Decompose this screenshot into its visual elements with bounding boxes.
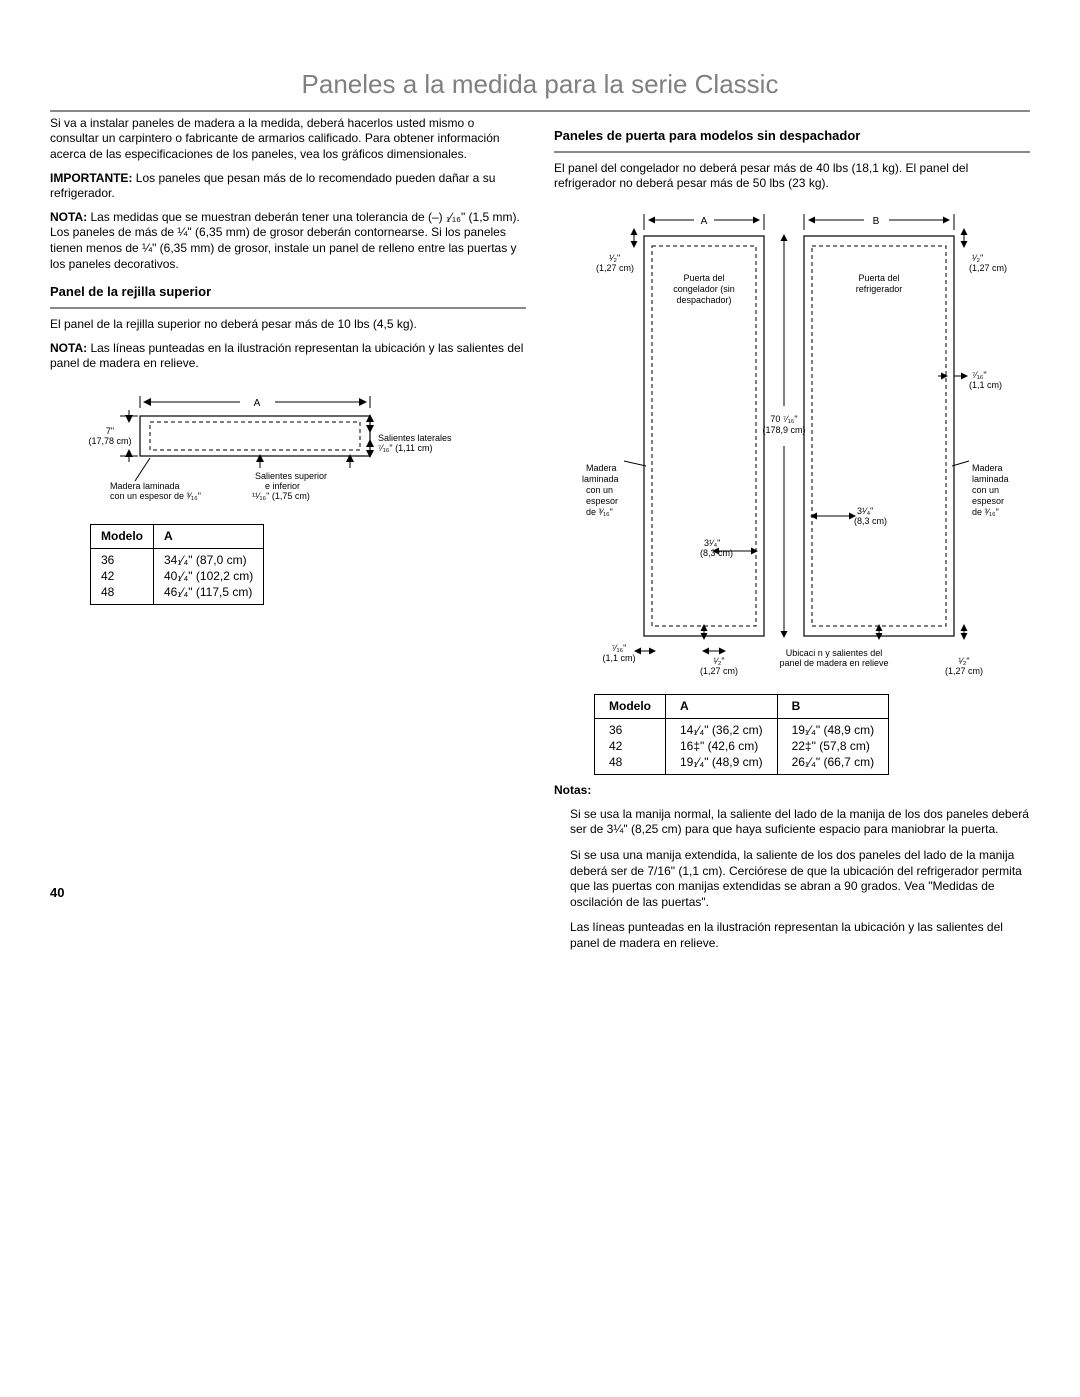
table-cell: 34₁⁄₄" (87,0 cm)40₁⁄₄" (102,2 cm)46₁⁄₄" … bbox=[154, 549, 264, 605]
th-modelo: Modelo bbox=[91, 524, 154, 549]
table-rejilla: Modelo A 364248 34₁⁄₄" (87,0 cm)40₁⁄₄" (… bbox=[90, 524, 264, 605]
svg-text:(8,3 cm): (8,3 cm) bbox=[700, 548, 733, 558]
nota-text-2: Las líneas punteadas en la ilustración r… bbox=[50, 341, 523, 371]
svg-text:espesor: espesor bbox=[972, 496, 1004, 506]
door-weight: El panel del congelador no deberá pesar … bbox=[554, 161, 1030, 192]
svg-text:(17,78 cm): (17,78 cm) bbox=[88, 436, 131, 446]
rule bbox=[50, 110, 1030, 112]
heading-rejilla: Panel de la rejilla superior bbox=[50, 284, 526, 301]
svg-text:⁷⁄₁₆": ⁷⁄₁₆" bbox=[972, 370, 987, 380]
svg-text:Puerta del: Puerta del bbox=[683, 273, 724, 283]
note-3: Las líneas punteadas en la ilustración r… bbox=[554, 920, 1030, 951]
svg-text:Madera laminada: Madera laminada bbox=[110, 481, 180, 491]
note-1: Si se usa la manija normal, la saliente … bbox=[554, 807, 1030, 838]
th-a: A bbox=[666, 694, 778, 719]
rule bbox=[554, 151, 1030, 153]
table-cell: 14₁⁄₄" (36,2 cm)16‡" (42,6 cm)19₁⁄₄" (48… bbox=[666, 719, 778, 775]
diagram-doors: A B ¹⁄₂" (1,27 cm) bbox=[554, 206, 1030, 686]
svg-text:¹⁄₂": ¹⁄₂" bbox=[958, 656, 969, 666]
notas-heading: Notas: bbox=[554, 783, 591, 797]
nota-text-1: Las medidas que se muestran deberán tene… bbox=[50, 210, 520, 271]
svg-text:refrigerador: refrigerador bbox=[856, 284, 903, 294]
page-number: 40 bbox=[50, 885, 526, 902]
th-modelo: Modelo bbox=[595, 694, 666, 719]
nota-label-2: NOTA: bbox=[50, 341, 87, 355]
svg-text:con un: con un bbox=[972, 485, 999, 495]
notes-list: Si se usa la manija normal, la saliente … bbox=[554, 807, 1030, 952]
page-title: Paneles a la medida para la serie Classi… bbox=[50, 68, 1030, 102]
svg-text:(1,1 cm): (1,1 cm) bbox=[969, 380, 1002, 390]
svg-text:¹⁄₂": ¹⁄₂" bbox=[609, 253, 620, 263]
svg-text:¹¹⁄₁₆" (1,75 cm): ¹¹⁄₁₆" (1,75 cm) bbox=[252, 491, 310, 501]
diagram-rejilla: A 7" (17,78 cm) Salientes laterales ⁷⁄₁₆… bbox=[50, 386, 526, 516]
nota-para: NOTA: Las medidas que se muestran deberá… bbox=[50, 210, 526, 272]
left-column: Si va a instalar paneles de madera a la … bbox=[50, 116, 526, 962]
svg-text:de ³⁄₁₆": de ³⁄₁₆" bbox=[972, 507, 999, 517]
nota-label-1: NOTA: bbox=[50, 210, 87, 224]
svg-text:A: A bbox=[701, 216, 708, 227]
svg-text:(1,27 cm): (1,27 cm) bbox=[596, 263, 634, 273]
svg-text:con un espesor de ³⁄₁₆": con un espesor de ³⁄₁₆" bbox=[110, 491, 201, 501]
rule bbox=[50, 307, 526, 309]
svg-text:⁷⁄₁₆" (1,11 cm): ⁷⁄₁₆" (1,11 cm) bbox=[378, 443, 432, 453]
svg-text:¹⁄₂": ¹⁄₂" bbox=[972, 253, 983, 263]
table-doors: Modelo A B 364248 14₁⁄₄" (36,2 cm)16‡" (… bbox=[594, 694, 889, 775]
svg-text:laminada: laminada bbox=[972, 474, 1009, 484]
svg-text:Salientes superior: Salientes superior bbox=[255, 471, 327, 481]
svg-text:e inferior: e inferior bbox=[265, 481, 300, 491]
svg-text:despachador): despachador) bbox=[676, 295, 731, 305]
svg-text:(1,1 cm): (1,1 cm) bbox=[602, 653, 635, 663]
svg-text:(8,3 cm): (8,3 cm) bbox=[854, 516, 887, 526]
svg-text:(1,27 cm): (1,27 cm) bbox=[945, 666, 983, 676]
svg-text:¹⁄₂": ¹⁄₂" bbox=[713, 656, 724, 666]
svg-text:laminada: laminada bbox=[582, 474, 619, 484]
table-cell: 364248 bbox=[595, 719, 666, 775]
svg-text:panel de madera en relieve: panel de madera en relieve bbox=[779, 658, 888, 668]
svg-text:Madera: Madera bbox=[972, 463, 1003, 473]
table-cell: 364248 bbox=[91, 549, 154, 605]
important-para: IMPORTANTE: Los paneles que pesan más de… bbox=[50, 171, 526, 202]
svg-text:Madera: Madera bbox=[586, 463, 617, 473]
svg-text:(1,27 cm): (1,27 cm) bbox=[700, 666, 738, 676]
dim-A: A bbox=[254, 398, 261, 409]
svg-text:Puerta del: Puerta del bbox=[858, 273, 899, 283]
note-2: Si se usa una manija extendida, la salie… bbox=[554, 848, 1030, 910]
th-a: A bbox=[154, 524, 264, 549]
svg-text:(178,9 cm): (178,9 cm) bbox=[762, 425, 805, 435]
intro-para: Si va a instalar paneles de madera a la … bbox=[50, 116, 526, 163]
heading-door: Paneles de puerta para modelos sin despa… bbox=[554, 128, 1030, 145]
two-column-layout: Si va a instalar paneles de madera a la … bbox=[50, 116, 1030, 962]
rejilla-weight: El panel de la rejilla superior no deber… bbox=[50, 317, 526, 333]
th-b: B bbox=[777, 694, 889, 719]
svg-text:congelador (sin: congelador (sin bbox=[673, 284, 735, 294]
important-label: IMPORTANTE: bbox=[50, 171, 132, 185]
svg-text:3¹⁄₄": 3¹⁄₄" bbox=[704, 538, 720, 548]
table-cell: 19₁⁄₄" (48,9 cm)22‡" (57,8 cm)26₁⁄₄" (66… bbox=[777, 719, 889, 775]
svg-text:Salientes laterales: Salientes laterales bbox=[378, 433, 452, 443]
svg-text:de ³⁄₁₆": de ³⁄₁₆" bbox=[586, 507, 613, 517]
svg-text:Ubicaci n y salientes del: Ubicaci n y salientes del bbox=[786, 648, 883, 658]
nota-para-2: NOTA: Las líneas punteadas en la ilustra… bbox=[50, 341, 526, 372]
svg-text:⁷⁄₁₆": ⁷⁄₁₆" bbox=[612, 643, 627, 653]
svg-text:espesor: espesor bbox=[586, 496, 618, 506]
svg-text:7": 7" bbox=[106, 426, 114, 436]
right-column: Paneles de puerta para modelos sin despa… bbox=[554, 116, 1030, 962]
svg-text:70 ⁷⁄₁₆": 70 ⁷⁄₁₆" bbox=[770, 414, 797, 424]
svg-text:3¹⁄₄": 3¹⁄₄" bbox=[857, 506, 873, 516]
svg-text:(1,27 cm): (1,27 cm) bbox=[969, 263, 1007, 273]
svg-text:con un: con un bbox=[586, 485, 613, 495]
svg-text:B: B bbox=[873, 216, 880, 227]
